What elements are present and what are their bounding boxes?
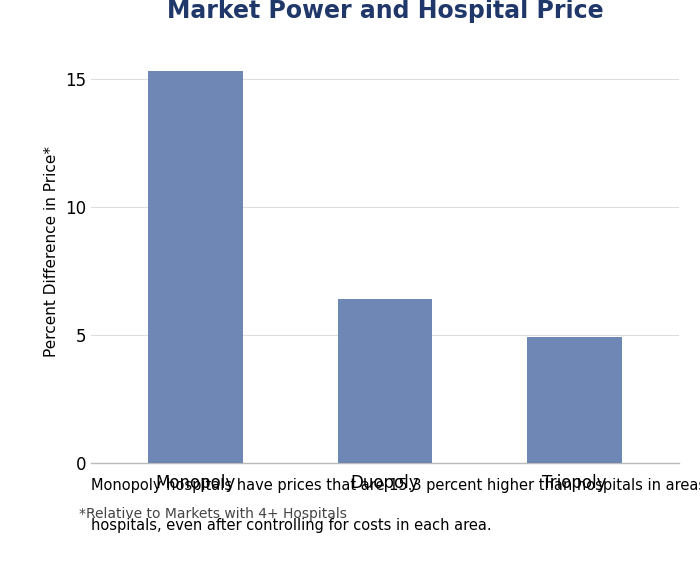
Bar — [527, 338, 622, 463]
Bar — [337, 299, 433, 463]
Bar — [148, 71, 243, 463]
Text: *Relative to Markets with 4+ Hospitals: *Relative to Markets with 4+ Hospitals — [79, 507, 347, 521]
Y-axis label: Percent Difference in Price*: Percent Difference in Price* — [45, 146, 60, 357]
Title: Market Power and Hospital Price: Market Power and Hospital Price — [167, 0, 603, 23]
Text: Monopoly hospitals have prices that are 15.3 percent higher than hospitals in ar: Monopoly hospitals have prices that are … — [91, 478, 700, 493]
Text: hospitals, even after controlling for costs in each area.: hospitals, even after controlling for co… — [91, 518, 491, 533]
